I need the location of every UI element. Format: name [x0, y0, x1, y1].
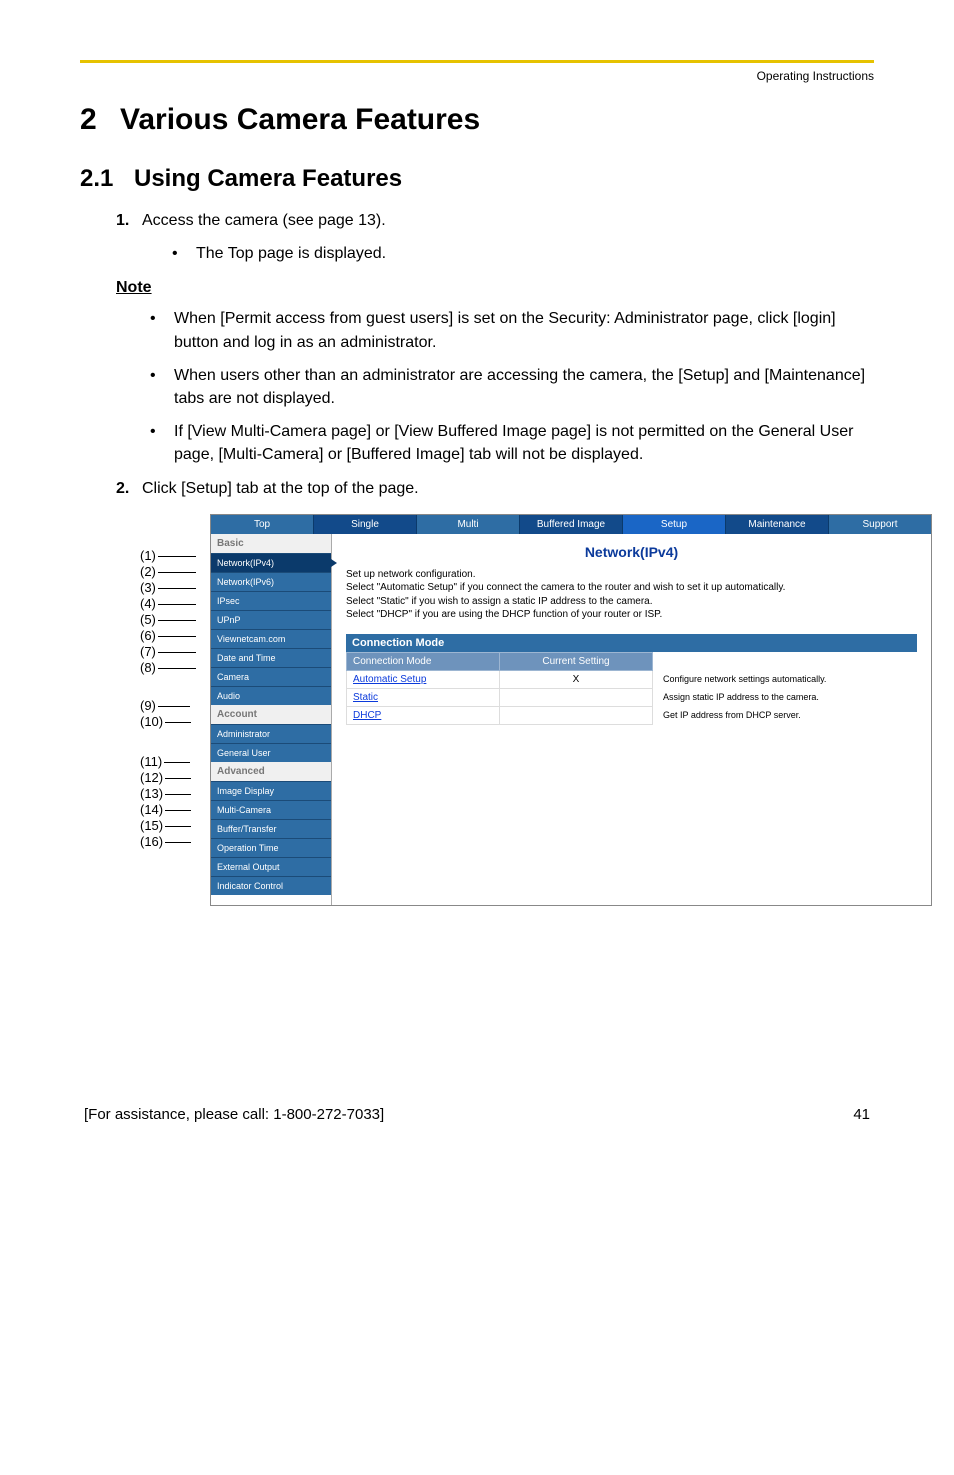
tab-support[interactable]: Support [829, 515, 931, 534]
th-current-setting: Current Setting [500, 652, 653, 670]
note-item: When users other than an administrator a… [150, 364, 874, 410]
sidebar-item-indicator-control[interactable]: Indicator Control [211, 876, 331, 895]
tab-maintenance[interactable]: Maintenance [726, 515, 829, 534]
top-tabs: Top Single Multi Buffered Image Setup Ma… [211, 515, 931, 534]
tab-buffered[interactable]: Buffered Image [520, 515, 623, 534]
link-automatic-setup[interactable]: Automatic Setup [353, 674, 426, 685]
sidebar-item-ipsec[interactable]: IPsec [211, 591, 331, 610]
cell-current-setting [500, 706, 653, 724]
main-panel-description: Set up network configuration. Select "Au… [346, 568, 917, 622]
row-desc: Assign static IP address to the camera. [653, 688, 917, 706]
note-item: If [View Multi-Camera page] or [View Buf… [150, 420, 874, 466]
tab-multi[interactable]: Multi [417, 515, 520, 534]
tab-single[interactable]: Single [314, 515, 417, 534]
row-desc: Configure network settings automatically… [653, 670, 917, 688]
note-heading: Note [116, 279, 874, 297]
cell-current-setting [500, 688, 653, 706]
sidebar-group-account: Account [211, 705, 331, 724]
setup-sidebar: Basic Network(IPv4) Network(IPv6) IPsec … [211, 534, 332, 905]
page-number: 41 [853, 1106, 870, 1123]
chapter-title: 2Various Camera Features [80, 103, 874, 137]
sidebar-item-audio[interactable]: Audio [211, 686, 331, 705]
sidebar-item-network-ipv4[interactable]: Network(IPv4) [211, 553, 331, 572]
link-static[interactable]: Static [353, 692, 378, 703]
sidebar-item-operation-time[interactable]: Operation Time [211, 838, 331, 857]
row-desc: Get IP address from DHCP server. [653, 706, 917, 724]
sidebar-item-datetime[interactable]: Date and Time [211, 648, 331, 667]
sidebar-item-administrator[interactable]: Administrator [211, 724, 331, 743]
tab-top[interactable]: Top [211, 515, 314, 534]
running-header: Operating Instructions [80, 69, 874, 83]
sidebar-item-multi-camera[interactable]: Multi-Camera [211, 800, 331, 819]
setup-screenshot: Top Single Multi Buffered Image Setup Ma… [210, 514, 932, 906]
link-dhcp[interactable]: DHCP [353, 710, 381, 721]
sidebar-item-external-output[interactable]: External Output [211, 857, 331, 876]
sidebar-item-image-display[interactable]: Image Display [211, 781, 331, 800]
sidebar-item-network-ipv6[interactable]: Network(IPv6) [211, 572, 331, 591]
section-title: 2.1Using Camera Features [80, 165, 874, 193]
tab-setup[interactable]: Setup [623, 515, 726, 534]
sidebar-item-general-user[interactable]: General User [211, 743, 331, 762]
sidebar-item-buffer-transfer[interactable]: Buffer/Transfer [211, 819, 331, 838]
step-2: 2.Click [Setup] tab at the top of the pa… [116, 477, 874, 500]
sidebar-item-upnp[interactable]: UPnP [211, 610, 331, 629]
sidebar-group-basic: Basic [211, 534, 331, 553]
th-connection-mode: Connection Mode [347, 652, 500, 670]
note-item: When [Permit access from guest users] is… [150, 307, 874, 353]
sidebar-item-camera[interactable]: Camera [211, 667, 331, 686]
footer-assistance: [For assistance, please call: 1-800-272-… [84, 1106, 384, 1123]
connection-mode-heading: Connection Mode [346, 634, 917, 652]
step-1: 1.Access the camera (see page 13). [116, 209, 874, 232]
sidebar-group-advanced: Advanced [211, 762, 331, 781]
step-1-sub: The Top page is displayed. [172, 242, 874, 265]
main-panel-title: Network(IPv4) [346, 544, 917, 560]
sidebar-item-viewnetcam[interactable]: Viewnetcam.com [211, 629, 331, 648]
connection-mode-table: Connection Mode Current Setting Automati… [346, 652, 917, 725]
cell-current-setting: X [500, 670, 653, 688]
